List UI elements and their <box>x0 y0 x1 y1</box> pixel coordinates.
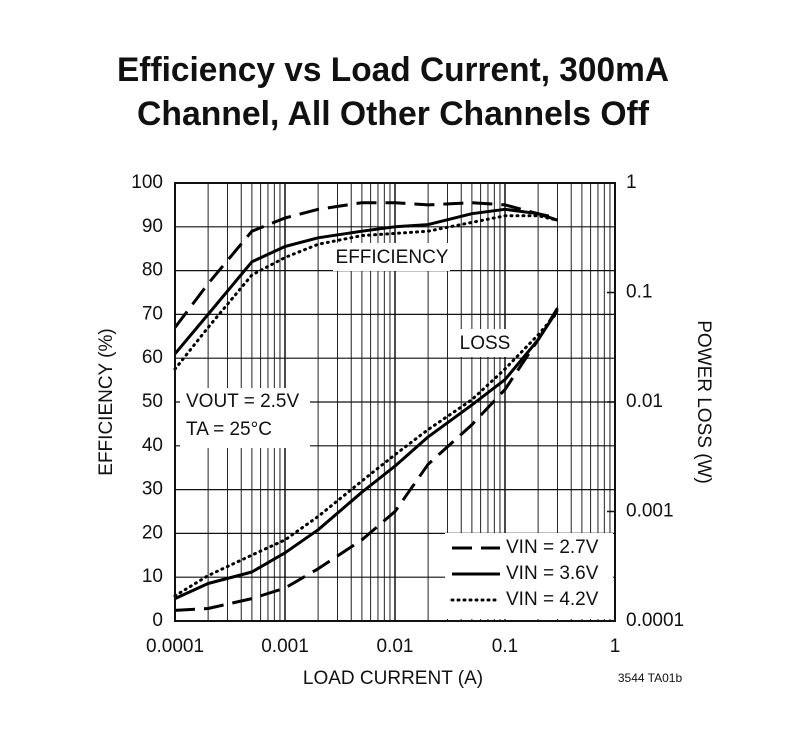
x-tick-label: 1 <box>610 636 621 657</box>
y-tick-label: 80 <box>142 260 163 281</box>
y-tick-label: 0 <box>152 610 163 631</box>
legend-entries: VIN = 2.7V VIN = 3.6V VIN = 4.2V <box>450 537 599 610</box>
y-tick-label: 60 <box>142 347 163 368</box>
loss-line <box>173 310 559 598</box>
legend <box>445 533 613 619</box>
annotation: VOUT = 2.5V <box>186 391 300 412</box>
legend-label: VIN = 4.2V <box>506 589 599 610</box>
y2-axis-label: POWER LOSS (W) <box>693 320 714 484</box>
y-tick-label: 40 <box>142 435 163 456</box>
curves <box>173 201 559 612</box>
y2-tick-label: 0.01 <box>626 391 663 412</box>
legend-label: VIN = 3.6V <box>506 563 599 584</box>
efficiency-line <box>173 201 558 329</box>
annotation: EFFICIENCY <box>336 247 449 268</box>
y2-tick-label: 0.1 <box>626 282 652 303</box>
x-tick-label: 0.001 <box>261 636 309 657</box>
y-tick-label: 20 <box>142 522 163 543</box>
annotation: LOSS <box>460 333 511 354</box>
annotation: TA = 25°C <box>186 419 272 440</box>
x-axis-label: LOAD CURRENT (A) <box>303 668 483 689</box>
loss-line <box>174 307 559 612</box>
label-bg <box>455 329 515 357</box>
label-bg <box>180 388 310 448</box>
x-tick-label: 0.0001 <box>146 636 204 657</box>
footnote: 3544 TA01b <box>618 671 683 685</box>
x-tick-label: 0.1 <box>492 636 518 657</box>
y2-tick-label: 1 <box>626 172 637 193</box>
y-tick-label: 10 <box>142 566 163 587</box>
y-tick-label: 100 <box>131 172 163 193</box>
chart-title: Efficiency vs Load Current, 300mA <box>117 51 669 89</box>
label-bg <box>333 243 450 271</box>
plot-frame <box>174 182 616 622</box>
y2-tick-label: 0.0001 <box>626 610 684 631</box>
chart-title: Channel, All Other Channels Off <box>137 95 650 133</box>
y-tick-label: 70 <box>142 303 163 324</box>
efficiency-line <box>173 207 558 355</box>
loss-line <box>174 309 559 600</box>
y-tick-label: 30 <box>142 479 163 500</box>
efficiency-line <box>173 214 559 371</box>
y-tick-label: 50 <box>142 391 163 412</box>
y2-tick-label: 0.001 <box>626 501 674 522</box>
x-tick-label: 0.01 <box>377 636 414 657</box>
y-tick-label: 90 <box>142 216 163 237</box>
y-axis-label: EFFICIENCY (%) <box>96 328 117 475</box>
legend-label: VIN = 2.7V <box>506 537 599 558</box>
